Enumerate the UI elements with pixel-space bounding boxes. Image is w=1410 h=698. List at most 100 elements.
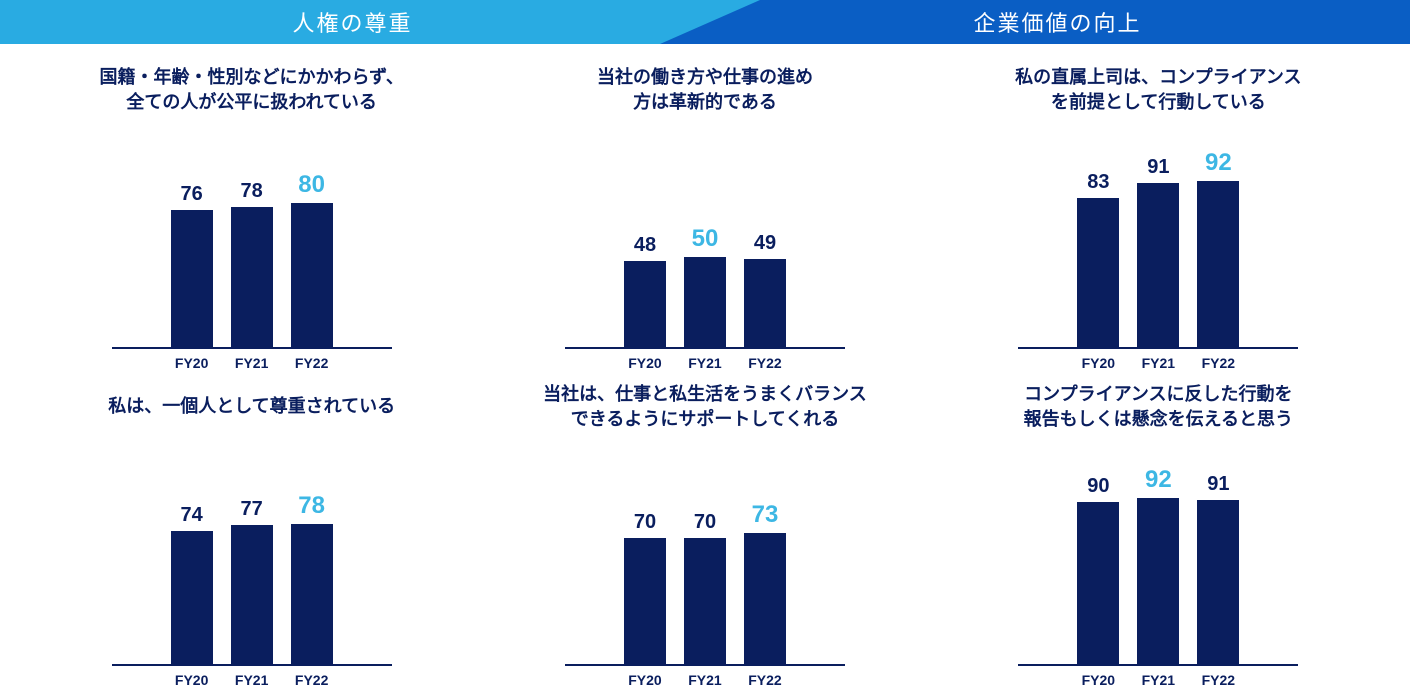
bar-rect bbox=[171, 210, 213, 347]
x-axis-label: FY22 bbox=[291, 355, 333, 371]
bars-row: 83 91 92 bbox=[1018, 116, 1298, 349]
bar-value: 91 bbox=[1207, 473, 1229, 496]
chart-worklife: 当社は、仕事と私生活をうまくバランス できるようにサポートしてくれる 70 70 73… bbox=[483, 381, 926, 688]
chart-compliance-boss: 私の直属上司は、コンプライアンス を前提として行動している839192FY20F… bbox=[937, 64, 1380, 371]
bar-value: 48 bbox=[634, 234, 656, 257]
bar-rect bbox=[684, 257, 726, 347]
bar-value: 49 bbox=[754, 232, 776, 255]
x-axis-label: FY21 bbox=[684, 355, 726, 371]
bar-rect bbox=[231, 207, 273, 347]
x-axis-label: FY21 bbox=[231, 672, 273, 688]
bars-row: 48 50 49 bbox=[565, 116, 845, 349]
bar: 76 bbox=[171, 183, 213, 347]
x-axis-label: FY20 bbox=[624, 355, 666, 371]
bar: 73 bbox=[744, 501, 786, 664]
x-axis-labels: FY20 FY21 FY22 bbox=[112, 349, 392, 371]
x-axis-label: FY22 bbox=[1197, 672, 1239, 688]
x-axis-label: FY22 bbox=[744, 355, 786, 371]
bar-value: 78 bbox=[241, 180, 263, 203]
bar-rect bbox=[1137, 183, 1179, 347]
bar-rect bbox=[1077, 502, 1119, 664]
bar-value: 80 bbox=[298, 171, 325, 199]
chart-title: 当社の働き方や仕事の進め 方は革新的である bbox=[587, 64, 823, 116]
x-axis-label: FY20 bbox=[1077, 672, 1119, 688]
bar-value: 70 bbox=[634, 511, 656, 534]
x-axis-label: FY22 bbox=[1197, 355, 1239, 371]
bars-row: 90 92 91 bbox=[1018, 433, 1298, 666]
bar-rect bbox=[231, 525, 273, 664]
chart-respect-individual: 私は、一個人として尊重されている 7477 78 FY20 FY21 FY22 bbox=[30, 381, 473, 688]
chart-area: 83 91 92 FY20 FY21 FY22 bbox=[1018, 116, 1298, 371]
bar-rect bbox=[1077, 198, 1119, 347]
bar: 78 bbox=[231, 180, 273, 347]
bars-row: 70 70 73 bbox=[565, 433, 845, 666]
bar-rect bbox=[624, 538, 666, 664]
header-bar: 人権の尊重 企業価値の向上 bbox=[0, 0, 1410, 44]
header-left-title: 人権の尊重 bbox=[0, 0, 705, 44]
x-axis-labels: FY20 FY21 FY22 bbox=[1018, 666, 1298, 688]
bar: 74 bbox=[171, 504, 213, 664]
bar: 48 bbox=[624, 234, 666, 347]
bar: 70 bbox=[684, 511, 726, 664]
bar-rect bbox=[1197, 181, 1239, 347]
chart-innovative: 当社の働き方や仕事の進め 方は革新的である 48 50 49 FY20 FY21 FY22 bbox=[483, 64, 926, 371]
chart-title: コンプライアンスに反した行動を 報告もしくは懸念を伝えると思う bbox=[1014, 381, 1303, 433]
bar-value: 83 bbox=[1087, 171, 1109, 194]
bar: 49 bbox=[744, 232, 786, 347]
bar-value: 70 bbox=[694, 511, 716, 534]
bar-value: 76 bbox=[181, 183, 203, 206]
bar-rect bbox=[684, 538, 726, 664]
bars-row: 7477 78 bbox=[112, 433, 392, 666]
x-axis-label: FY21 bbox=[684, 672, 726, 688]
bar: 50 bbox=[684, 225, 726, 347]
bar-rect bbox=[1137, 498, 1179, 664]
bars-row: 76 78 80 bbox=[112, 116, 392, 349]
bar-rect bbox=[171, 531, 213, 664]
chart-title: 当社は、仕事と私生活をうまくバランス できるようにサポートしてくれる bbox=[533, 381, 877, 433]
bar-rect bbox=[624, 261, 666, 347]
x-axis-labels: FY20 FY21 FY22 bbox=[112, 666, 392, 688]
x-axis-label: FY22 bbox=[291, 672, 333, 688]
chart-report-violation: コンプライアンスに反した行動を 報告もしくは懸念を伝えると思う 90 92 91 FY2… bbox=[937, 381, 1380, 688]
header-right-title: 企業価値の向上 bbox=[705, 0, 1410, 44]
bar: 83 bbox=[1077, 171, 1119, 347]
x-axis-label: FY22 bbox=[744, 672, 786, 688]
bar-value: 90 bbox=[1087, 475, 1109, 498]
bar: 92 bbox=[1137, 466, 1179, 664]
x-axis-labels: FY20 FY21 FY22 bbox=[565, 349, 845, 371]
chart-area: 76 78 80 FY20 FY21 FY22 bbox=[112, 116, 392, 371]
bar-value: 78 bbox=[298, 492, 325, 520]
bar-value: 92 bbox=[1205, 149, 1232, 177]
bar: 92 bbox=[1197, 149, 1239, 347]
bar-value: 50 bbox=[692, 225, 719, 253]
bar: 77 bbox=[231, 498, 273, 664]
chart-area: 48 50 49 FY20 FY21 FY22 bbox=[565, 116, 845, 371]
bar-value: 91 bbox=[1147, 156, 1169, 179]
bar: 78 bbox=[291, 492, 333, 664]
chart-title: 国籍・年齢・性別などにかかわらず、 全ての人が公平に扱われている bbox=[89, 64, 413, 116]
chart-area: 90 92 91 FY20 FY21 FY22 bbox=[1018, 433, 1298, 688]
bar-rect bbox=[291, 203, 333, 347]
chart-title: 私は、一個人として尊重されている bbox=[98, 381, 405, 433]
bar-value: 92 bbox=[1145, 466, 1172, 494]
x-axis-labels: FY20 FY21 FY22 bbox=[565, 666, 845, 688]
bar-rect bbox=[1197, 500, 1239, 664]
bar-value: 73 bbox=[752, 501, 779, 529]
x-axis-label: FY20 bbox=[171, 355, 213, 371]
bar: 90 bbox=[1077, 475, 1119, 664]
bar: 70 bbox=[624, 511, 666, 664]
bar-rect bbox=[744, 259, 786, 347]
x-axis-label: FY21 bbox=[1137, 355, 1179, 371]
bar: 80 bbox=[291, 171, 333, 347]
x-axis-label: FY20 bbox=[624, 672, 666, 688]
bar: 91 bbox=[1137, 156, 1179, 347]
x-axis-label: FY20 bbox=[171, 672, 213, 688]
bar-rect bbox=[744, 533, 786, 664]
x-axis-label: FY21 bbox=[1137, 672, 1179, 688]
x-axis-labels: FY20 FY21 FY22 bbox=[1018, 349, 1298, 371]
x-axis-label: FY21 bbox=[231, 355, 273, 371]
charts-grid: 国籍・年齢・性別などにかかわらず、 全ての人が公平に扱われている 76 78 80 FY… bbox=[0, 44, 1410, 698]
x-axis-label: FY20 bbox=[1077, 355, 1119, 371]
bar: 91 bbox=[1197, 473, 1239, 664]
chart-title: 私の直属上司は、コンプライアンス を前提として行動している bbox=[1005, 64, 1311, 116]
